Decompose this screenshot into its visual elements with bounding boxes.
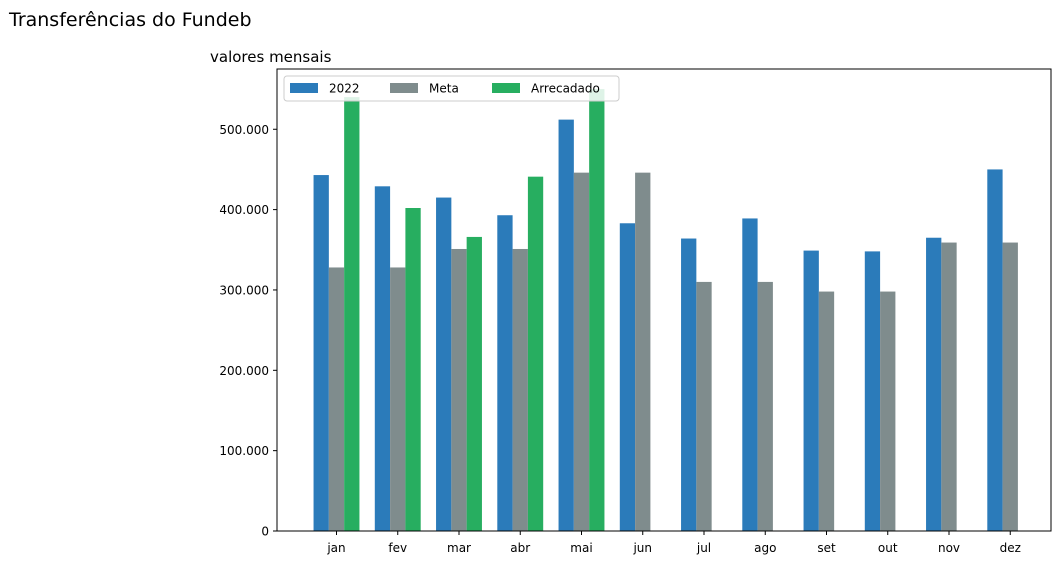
- bar-2022-nov: [926, 237, 942, 532]
- bar-2022-ago: [742, 218, 758, 531]
- bar-arrecadado-mar: [466, 236, 482, 531]
- bar-arrecadado-mai: [589, 89, 605, 531]
- x-tick-label: ago: [754, 541, 776, 555]
- plot-area-frame: [276, 68, 1052, 532]
- x-tick-label: out: [878, 541, 898, 555]
- y-tick-label: 200.000: [219, 364, 269, 378]
- y-tick-label: 400.000: [219, 203, 269, 217]
- x-tick-label: jul: [696, 541, 711, 555]
- bar-meta-jul: [696, 281, 712, 531]
- x-tick-label: mai: [570, 541, 592, 555]
- bar-2022-jan: [313, 175, 329, 531]
- y-tick-label: 300.000: [219, 283, 269, 297]
- chart-subtitle: valores mensais: [210, 48, 332, 66]
- bar-arrecadado-abr: [527, 176, 544, 532]
- bar-2022-mar: [436, 197, 452, 531]
- bar-2022-mai: [558, 119, 574, 532]
- bar-meta-ago: [757, 281, 773, 531]
- x-tick-label: jan: [326, 541, 345, 555]
- bar-meta-jan: [328, 267, 345, 531]
- bar-2022-dez: [987, 169, 1003, 531]
- chart-title: Transferências do Fundeb: [8, 9, 252, 31]
- bar-2022-abr: [497, 215, 513, 532]
- y-tick-label: 0: [261, 525, 269, 539]
- bar-meta-fev: [390, 267, 406, 531]
- x-tick-label: abr: [510, 541, 530, 555]
- x-tick-label: set: [817, 541, 836, 555]
- y-tick-label: 100.000: [219, 444, 269, 458]
- legend: 2022 Meta Arrecadado: [283, 75, 620, 102]
- legend-label-arrecadado: Arrecadado: [531, 82, 600, 96]
- legend-swatch-meta: [390, 83, 418, 93]
- legend-box: [283, 75, 620, 102]
- bar-meta-out: [880, 291, 896, 531]
- bar-arrecadado-jan: [344, 97, 360, 532]
- bar-2022-jun: [619, 223, 636, 531]
- bar-meta-mar: [451, 248, 467, 532]
- y-tick-label: 500.000: [219, 123, 269, 137]
- legend-label-2022: 2022: [329, 82, 360, 96]
- x-axis-ticks: jan fev mar abr mai jun jul ago set out nov dez: [326, 531, 1021, 555]
- bar-meta-dez: [1002, 242, 1018, 532]
- bar-2022-out: [864, 251, 881, 531]
- x-tick-label: dez: [1000, 541, 1021, 555]
- x-tick-label: nov: [938, 541, 960, 555]
- x-tick-label: fev: [388, 541, 407, 555]
- y-axis-ticks: 0 100.000 200.000 300.000 400.000 500.000: [219, 123, 277, 539]
- legend-label-meta: Meta: [429, 82, 459, 96]
- bar-meta-jun: [635, 172, 651, 531]
- bar-2022-fev: [374, 186, 391, 531]
- bar-2022-jul: [681, 238, 697, 531]
- bar-2022-set: [803, 250, 819, 531]
- bar-group: [313, 89, 1018, 532]
- x-tick-label: jun: [632, 541, 652, 555]
- bar-meta-nov: [941, 242, 957, 532]
- bar-meta-abr: [512, 248, 528, 532]
- legend-swatch-arrecadado: [492, 83, 520, 93]
- legend-swatch-2022: [290, 83, 318, 93]
- x-tick-label: mar: [447, 541, 471, 555]
- bar-arrecadado-fev: [405, 208, 421, 531]
- bar-meta-mai: [573, 172, 590, 531]
- bar-meta-set: [818, 291, 835, 531]
